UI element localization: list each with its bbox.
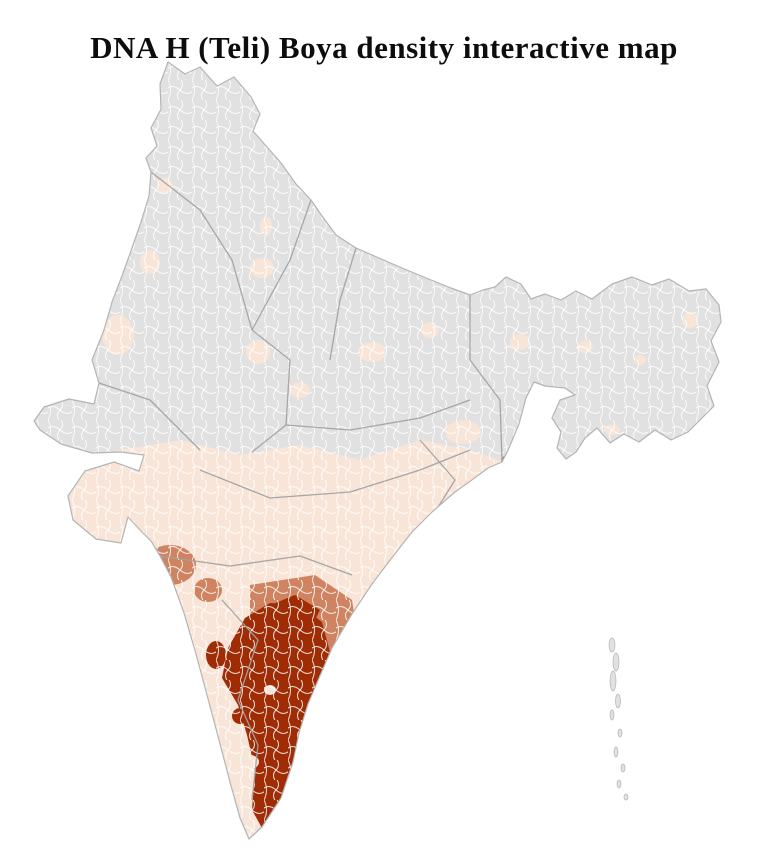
state-borders	[98, 171, 503, 801]
andaman-nicobar-islands[interactable]	[608, 637, 629, 801]
district-borders-texture	[34, 62, 721, 839]
page-title: DNA H (Teli) Boya density interactive ma…	[90, 29, 678, 65]
